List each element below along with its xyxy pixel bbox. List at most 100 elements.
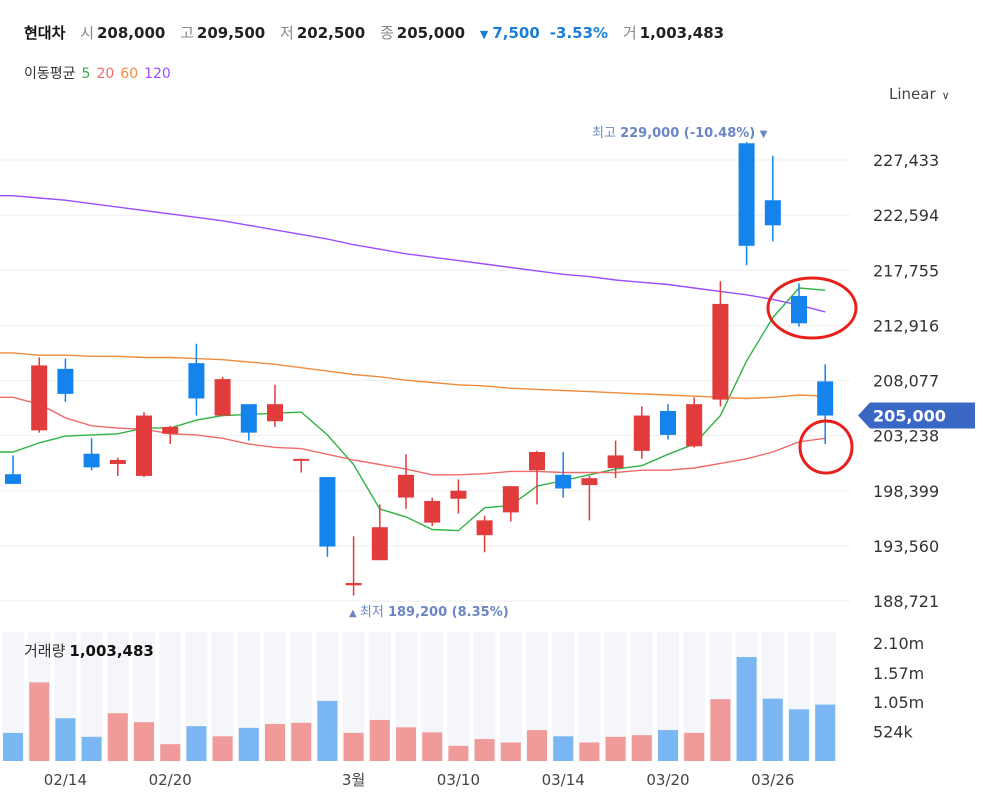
high-label: 고 [180,24,194,42]
x-tick-label: 03/10 [437,771,480,789]
volume-column-bg [604,632,627,761]
candle-body [607,455,624,468]
volume-column-bg [683,632,706,761]
price-tick-label: 217,755 [873,261,939,280]
volume-column-bg [211,632,234,761]
x-tick-label: 03/26 [751,771,794,789]
volume-bar [29,682,50,761]
volume-label: 거 [622,24,637,42]
volume-bar [160,744,181,761]
high-value: 209,500 [196,24,266,42]
candle-body [267,404,283,422]
candle-body [712,303,729,400]
volume-tick-label: 2.10m [873,634,924,653]
ma-20-label[interactable]: 20 [96,66,115,82]
volume-bar [134,722,154,761]
price-tick-label: 222,594 [873,206,939,225]
stock-name: 현대차 [24,24,66,42]
volume-column-bg [552,632,575,761]
candle-body [136,415,152,476]
candle-body [188,363,205,399]
candle-body [31,365,48,431]
volume-tick-label: 1.57m [873,664,924,683]
volume-bar [238,727,259,761]
candle-body [529,452,545,471]
candle-body [240,404,257,433]
candle-body [764,200,781,226]
x-tick-label: 3월 [342,771,365,789]
max-price-annotation: 최고 229,000 (-10.48%) ▼ [592,126,768,141]
volume-column-bg [342,632,365,761]
volume-bar [789,709,809,761]
down-arrow-icon: ▼ [479,28,489,41]
candle-body [398,474,414,498]
x-tick-label: 02/20 [149,771,192,789]
low-value: 202,500 [296,24,366,42]
highlight-circle [798,419,854,475]
volume-bar [815,704,836,761]
volume-bar [317,700,338,761]
ma-5-label[interactable]: 5 [81,66,91,82]
low-label: 저 [280,24,294,42]
volume-bar [107,713,128,761]
volume-bar [684,732,705,761]
current-price-label: 205,000 [873,407,946,426]
volume-bar [396,727,416,761]
open-value: 208,000 [97,24,166,42]
candle-body [214,379,231,416]
candle-body [345,583,362,586]
volume-bar [55,718,76,761]
current-price-tag [858,402,975,429]
volume-bar [291,722,312,761]
chevron-down-icon: ∨ [941,89,950,102]
volume-bar [553,736,574,761]
price-tick-label: 193,560 [873,537,939,556]
volume-bar [736,657,757,761]
volume-bar [631,735,652,761]
volume-bar [265,723,285,761]
change-value: 7,500 [492,24,540,42]
price-tick-label: 198,399 [873,482,939,501]
candle-body [738,143,755,246]
candle-body [319,477,336,547]
scale-select[interactable]: Linear ∨ [889,85,950,103]
volume-column-bg [630,632,653,761]
volume-bar [422,732,443,761]
highlight-circle [766,276,858,340]
candle-body [162,426,179,434]
volume-bar [658,730,678,761]
ma-60-line [0,352,826,400]
volume-bar [710,699,731,761]
volume-bar [500,742,521,761]
candle-body [57,368,74,394]
volume-bar [579,742,600,761]
price-tick-label: 188,721 [873,592,939,611]
volume-bar [343,732,364,761]
price-tick-label: 208,077 [873,372,939,391]
price-tick-label: 212,916 [873,316,939,335]
volume-column-bg [657,632,679,761]
x-tick-label: 03/20 [646,771,689,789]
ma-120-line [0,194,826,313]
candle-body [371,527,388,561]
volume-bar [369,719,390,761]
ma-120-label[interactable]: 120 [144,66,171,82]
close-value: 205,000 [396,24,466,42]
candle-body [293,458,310,461]
volume-column-bg [526,632,548,761]
volume-bar [605,736,626,761]
candle-body [817,381,834,416]
volume-column-bg [578,632,601,761]
volume-title-label: 거래량 [24,642,66,660]
volume-column-bg [159,632,182,761]
candle-body [83,453,100,468]
volume-column-bg [421,632,444,761]
price-tick-label: 203,238 [873,427,939,446]
volume-bar [527,730,547,761]
volume-tick-label: 1.05m [873,693,924,712]
volume-bar [81,736,102,761]
candle-body [450,490,467,499]
volume-bar [448,745,469,761]
ma-60-label[interactable]: 60 [120,66,139,82]
